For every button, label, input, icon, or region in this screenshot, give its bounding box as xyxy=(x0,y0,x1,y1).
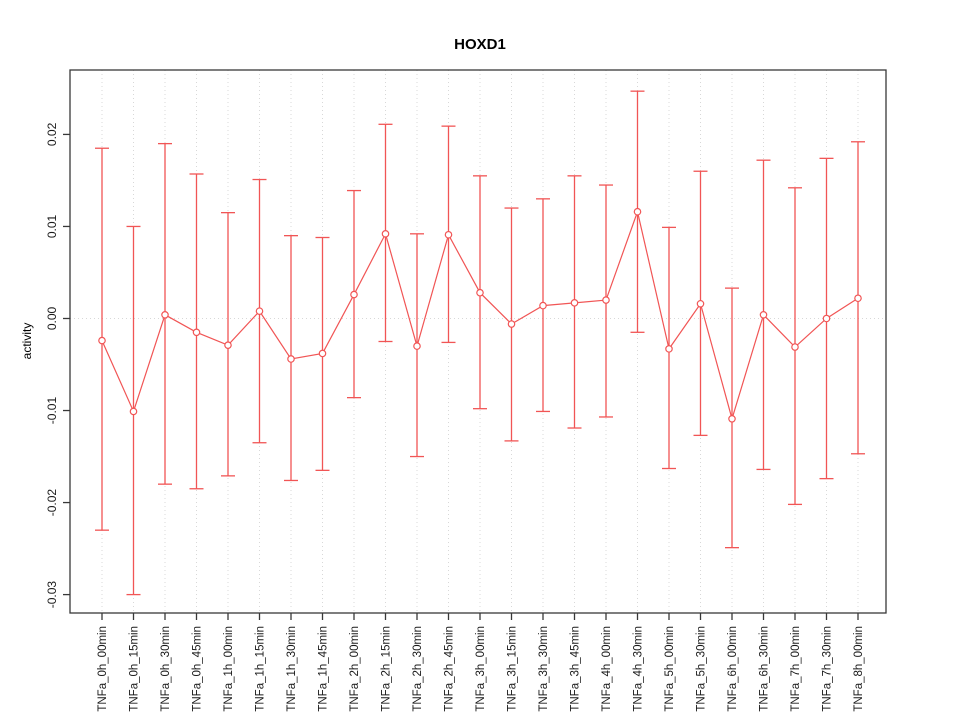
data-point xyxy=(224,341,232,349)
x-tick-label: TNFa_0h_15min xyxy=(129,626,141,712)
data-point xyxy=(633,207,642,216)
x-tick-label: TNFa_4h_30min xyxy=(633,626,645,712)
y-tick-label: 0.00 xyxy=(45,306,59,330)
x-tick-label: TNFa_3h_30min xyxy=(538,626,550,712)
x-tick-label: TNFa_2h_30min xyxy=(412,626,424,712)
x-tick-label: TNFa_7h_00min xyxy=(790,626,802,712)
y-tick-label: 0.02 xyxy=(45,122,59,146)
data-point xyxy=(822,314,831,323)
data-point xyxy=(570,299,579,307)
data-point xyxy=(728,415,736,423)
x-tick-label: TNFa_5h_30min xyxy=(696,626,708,712)
plot-border xyxy=(69,69,887,614)
data-point xyxy=(98,336,106,345)
x-tick-label: TNFa_4h_00min xyxy=(601,626,613,712)
y-tick-label: -0.01 xyxy=(45,397,59,425)
x-tick-label: TNFa_5h_00min xyxy=(664,626,676,712)
x-tick-label: TNFa_1h_15min xyxy=(255,626,267,712)
data-point xyxy=(854,294,862,303)
x-tick-label: TNFa_3h_00min xyxy=(475,626,487,712)
x-tick-label: TNFa_3h_15min xyxy=(507,626,519,712)
data-point xyxy=(791,343,799,351)
x-tick-label: TNFa_1h_45min xyxy=(318,626,330,712)
data-point xyxy=(413,342,421,350)
data-point xyxy=(539,301,547,310)
y-tick-label: 0.01 xyxy=(45,214,59,238)
x-tick-label: TNFa_0h_45min xyxy=(192,626,204,712)
x-tick-label: TNFa_3h_45min xyxy=(570,626,582,712)
data-point xyxy=(665,345,673,353)
data-point xyxy=(318,349,327,358)
x-tick-label: TNFa_2h_15min xyxy=(381,626,393,712)
x-tick-label: TNFa_8h_00min xyxy=(853,626,865,712)
x-tick-label: TNFa_0h_30min xyxy=(160,626,172,712)
x-tick-label: TNFa_1h_30min xyxy=(286,626,298,712)
data-point xyxy=(255,307,264,315)
x-tick-label: TNFa_6h_30min xyxy=(759,626,771,712)
y-tick-label: -0.02 xyxy=(45,489,59,517)
x-tick-label: TNFa_6h_00min xyxy=(727,626,739,712)
data-point xyxy=(696,299,705,308)
data-point xyxy=(161,311,169,319)
data-point xyxy=(381,230,390,238)
x-tick-label: TNFa_1h_00min xyxy=(223,626,235,712)
data-point xyxy=(476,288,484,297)
x-tick-label: TNFa_0h_00min xyxy=(97,626,109,712)
x-tick-label: TNFa_2h_45min xyxy=(444,626,456,712)
data-point xyxy=(350,290,358,299)
data-point xyxy=(602,296,610,304)
x-tick-label: TNFa_2h_00min xyxy=(349,626,361,712)
data-point xyxy=(129,407,138,416)
x-tick-label: TNFa_7h_30min xyxy=(822,626,834,712)
data-point xyxy=(444,230,453,239)
y-tick-label: -0.03 xyxy=(45,581,59,609)
data-point xyxy=(287,355,295,363)
chart-title: HOXD1 xyxy=(454,36,506,53)
data-point xyxy=(192,328,201,337)
data-point xyxy=(759,311,768,319)
data-point xyxy=(507,320,516,328)
